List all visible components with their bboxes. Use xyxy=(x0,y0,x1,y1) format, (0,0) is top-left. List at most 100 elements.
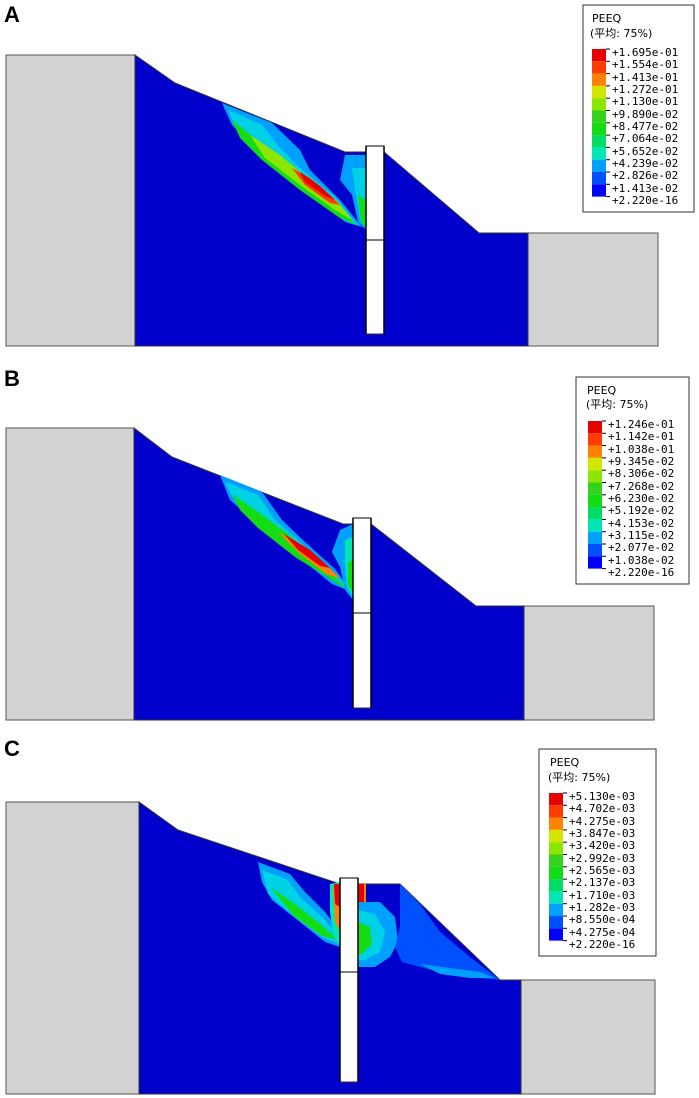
panel-label: B xyxy=(4,366,20,391)
legend-value: +4.275e-03 xyxy=(569,815,635,828)
legend-subtitle: (平均: 75%) xyxy=(548,771,610,784)
legend-color-swatch xyxy=(588,507,602,520)
legend-value: +9.890e-02 xyxy=(612,108,678,121)
legend-color-swatch xyxy=(588,494,602,508)
legend-value: +1.695e-01 xyxy=(612,46,678,59)
legend-color-swatch xyxy=(592,85,606,99)
legend-value: +5.192e-02 xyxy=(608,504,674,517)
legend-value: +4.153e-02 xyxy=(608,517,674,530)
legend-c: PEEQ (平均: 75%) +5.130e-03 +4.702e-03 +4.… xyxy=(538,748,657,957)
right-rock-block xyxy=(520,979,656,1095)
legend-title: PEEQ xyxy=(550,756,580,769)
legend-color-swatch xyxy=(549,829,563,843)
slope-model-c: PEEQ (平均: 75%) +5.130e-03 +4.702e-03 +4.… xyxy=(5,748,657,1095)
legend-value: +3.847e-03 xyxy=(569,827,635,840)
legend-value: +4.702e-03 xyxy=(569,802,635,815)
legend-value: +3.420e-03 xyxy=(569,839,635,852)
left-rock-block xyxy=(5,54,136,347)
legend-value: +4.239e-02 xyxy=(612,157,678,170)
legend-color-swatch xyxy=(549,793,563,806)
legend-b: PEEQ (平均: 75%) +1.246e-01 +1.142e-01 +1.… xyxy=(575,376,690,585)
legend-color-swatch xyxy=(549,891,563,904)
legend-value: +2.137e-03 xyxy=(569,876,635,889)
legend-value: +1.272e-01 xyxy=(612,83,678,96)
left-rock-block xyxy=(5,801,140,1095)
soil-body xyxy=(138,801,522,1095)
legend-value: +1.413e-01 xyxy=(612,71,678,84)
legend-color-swatch xyxy=(549,879,563,892)
slope-model-b: PEEQ (平均: 75%) +1.246e-01 +1.142e-01 +1.… xyxy=(5,376,690,721)
legend-value: +2.220e-16 xyxy=(612,194,678,207)
legend-value: +9.345e-02 xyxy=(608,455,674,468)
legend-color-swatch xyxy=(592,122,606,136)
legend-color-swatch xyxy=(549,842,563,855)
legend-subtitle: (平均: 75%) xyxy=(590,27,652,40)
legend-color-swatch xyxy=(549,916,563,929)
legend-title: PEEQ xyxy=(592,12,622,25)
legend-color-swatch xyxy=(588,556,602,569)
legend-value: +2.826e-02 xyxy=(612,169,678,182)
legend-color-swatch xyxy=(549,866,563,880)
legend-value: +5.130e-03 xyxy=(569,790,635,803)
plastic-strain-zone xyxy=(220,475,353,600)
pile-white-segment xyxy=(352,517,372,614)
legend-color-swatch xyxy=(592,172,606,185)
slope-model-a: PEEQ (平均: 75%) +1.695e-01 +1.554e-01 +1.… xyxy=(5,4,695,347)
legend-color-swatch xyxy=(588,482,602,495)
right-rock-block xyxy=(527,232,659,347)
legend-color-swatch xyxy=(549,817,563,830)
legend-value: +1.282e-03 xyxy=(569,901,635,914)
legend-value: +1.246e-01 xyxy=(608,418,674,431)
right-rock-block xyxy=(523,605,655,721)
legend-value: +1.710e-03 xyxy=(569,889,635,902)
plastic-strain-zone xyxy=(258,862,500,980)
legend-color-swatch xyxy=(592,135,606,148)
legend-color-swatch xyxy=(592,110,606,123)
legend-value: +7.268e-02 xyxy=(608,480,674,493)
legend-labels: +5.130e-03 +4.702e-03 +4.275e-03 +3.847e… xyxy=(569,790,636,951)
legend-value: +4.275e-04 xyxy=(569,926,636,939)
legend-color-swatch xyxy=(549,903,563,916)
panel-c: C PEEQ (平均: 75%) +5. xyxy=(0,732,699,1098)
legend-color-swatch xyxy=(592,184,606,197)
legend-value: +1.413e-02 xyxy=(612,182,678,195)
pile-white-segment xyxy=(339,877,359,973)
legend-color-swatch xyxy=(592,159,606,172)
panel-b: B PEEQ (平均: 75%) +1.246e-01 +1.142e-01 xyxy=(0,362,699,722)
legend-value: +1.130e-01 xyxy=(612,95,678,108)
legend-color-swatch xyxy=(592,49,606,62)
legend-value: +1.038e-01 xyxy=(608,443,674,456)
legend-color-swatch xyxy=(588,421,602,434)
legend-color-swatch xyxy=(588,457,602,471)
legend-value: +2.992e-03 xyxy=(569,852,635,865)
legend-color-swatch xyxy=(588,544,602,557)
pile-white-segment xyxy=(365,145,385,241)
legend-value: +1.038e-02 xyxy=(608,554,674,567)
legend-a: PEEQ (平均: 75%) +1.695e-01 +1.554e-01 +1.… xyxy=(582,4,695,213)
legend-color-swatch xyxy=(588,519,602,532)
legend-value: +2.565e-03 xyxy=(569,864,635,877)
legend-color-swatch xyxy=(588,470,602,483)
plastic-strain-zone xyxy=(222,103,366,230)
legend-color-swatch xyxy=(592,98,606,111)
legend-value: +5.652e-02 xyxy=(612,145,678,158)
legend-title: PEEQ xyxy=(587,384,617,397)
panel-label: C xyxy=(4,736,20,761)
legend-color-swatch xyxy=(592,73,606,86)
legend-color-swatch xyxy=(588,433,602,446)
legend-value: +6.230e-02 xyxy=(608,492,674,505)
legend-value: +3.115e-02 xyxy=(608,529,674,542)
legend-color-swatch xyxy=(549,854,563,867)
legend-subtitle: (平均: 75%) xyxy=(586,398,648,411)
legend-value: +2.220e-16 xyxy=(608,566,674,579)
legend-color-swatch xyxy=(549,805,563,818)
legend-value: +8.550e-04 xyxy=(569,913,636,926)
legend-value: +1.142e-01 xyxy=(608,430,674,443)
legend-labels: +1.695e-01 +1.554e-01 +1.413e-01 +1.272e… xyxy=(612,46,678,207)
legend-value: +1.554e-01 xyxy=(612,58,678,71)
legend-color-swatch xyxy=(588,531,602,544)
legend-value: +8.306e-02 xyxy=(608,467,674,480)
legend-color-swatch xyxy=(592,61,606,74)
legend-labels: +1.246e-01 +1.142e-01 +1.038e-01 +9.345e… xyxy=(608,418,674,579)
legend-value: +7.064e-02 xyxy=(612,132,678,145)
